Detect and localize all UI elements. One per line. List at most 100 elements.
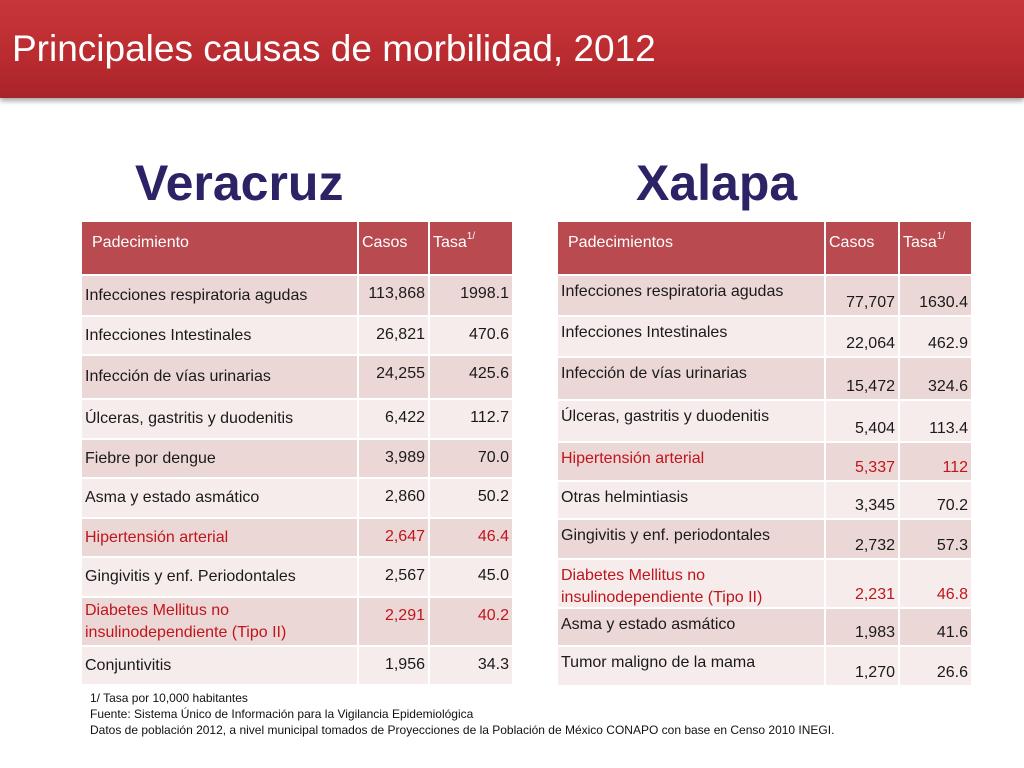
- disease-cell: Hipertensión arterial: [558, 443, 826, 482]
- table-row: Infecciones respiratoria agudas 77,707 163…: [558, 276, 971, 317]
- cases-cell: 113,868: [359, 276, 430, 317]
- population-footnote: Datos de población 2012, a nivel municip…: [90, 723, 835, 737]
- table-row: Gingivitis y enf. Periodontales 2,567 45.0: [82, 558, 512, 598]
- tasa-footnote-mark: 1/: [936, 231, 946, 242]
- cases-cell: 1,956: [359, 647, 430, 686]
- rate-cell: 1998.1: [430, 276, 512, 317]
- cases-cell: 1,983: [826, 609, 900, 647]
- table-row: Gingivitis y enf. periodontales 2,732 57.3: [558, 520, 971, 560]
- slide-title: Principales causas de morbilidad, 2012: [12, 28, 656, 69]
- header-cell-casos: Casos: [826, 222, 900, 276]
- table-row: Infección de vías urinarias 15,472 324.6: [558, 358, 971, 401]
- cases-cell: 24,255: [359, 356, 430, 400]
- disease-cell: Diabetes Mellitus no insulinodependiente…: [82, 598, 359, 647]
- xalapa-title: Xalapa: [636, 155, 798, 211]
- header-cell-tasa: Tasa 1/: [900, 222, 971, 276]
- disease-cell: Otras helmintiasis: [558, 482, 826, 520]
- table-row: Diabetes Mellitus no insulinodependiente…: [558, 560, 971, 609]
- veracruz-table: Padecimiento Casos Tasa 1/Infecciones respi…: [82, 222, 512, 686]
- table-row: Infección de vías urinarias 24,255 425.6: [82, 356, 512, 400]
- disease-cell: Gingivitis y enf. Periodontales: [82, 558, 359, 598]
- table-row: Conjuntivitis 1,956 34.3: [82, 647, 512, 686]
- header-cell-padecimiento: Padecimiento: [82, 222, 359, 276]
- rate-cell: 112.7: [430, 400, 512, 440]
- table-row: Úlceras, gastritis y duodenitis 6,422 112.…: [82, 400, 512, 440]
- table-row: Otras helmintiasis 3,345 70.2: [558, 482, 971, 520]
- cases-cell: 26,821: [359, 317, 430, 356]
- rate-cell: 1630.4: [900, 276, 971, 317]
- disease-cell: Tumor maligno de la mama: [558, 647, 826, 687]
- cases-cell: 3,345: [826, 482, 900, 520]
- rate-cell: 425.6: [430, 356, 512, 400]
- xalapa-table: Padecimientos Casos Tasa 1/Infecciones resp…: [558, 222, 971, 687]
- disease-cell: Conjuntivitis: [82, 647, 359, 686]
- rate-cell: 46.4: [430, 519, 512, 558]
- rate-cell: 70.2: [900, 482, 971, 520]
- rate-cell: 57.3: [900, 520, 971, 560]
- source-footnote: Fuente: Sistema Único de Información par…: [90, 707, 474, 721]
- table-row: Fiebre por dengue 3,989 70.0: [82, 440, 512, 479]
- cases-cell: 2,647: [359, 519, 430, 558]
- disease-cell: Infección de vías urinarias: [82, 356, 359, 400]
- cases-cell: 15,472: [826, 358, 900, 401]
- disease-cell: Úlceras, gastritis y duodenitis: [82, 400, 359, 440]
- table-row: Tumor maligno de la mama 1,270 26.6: [558, 647, 971, 687]
- disease-cell: Asma y estado asmático: [558, 609, 826, 647]
- disease-cell: Infecciones Intestinales: [558, 317, 826, 358]
- table-row: Hipertensión arterial 5,337 112: [558, 443, 971, 482]
- table-row: Asma y estado asmático 2,860 50.2: [82, 479, 512, 519]
- veracruz-title: Veracruz: [135, 155, 344, 211]
- rate-cell: 46.8: [900, 560, 971, 609]
- rate-cell: 41.6: [900, 609, 971, 647]
- rate-cell: 34.3: [430, 647, 512, 686]
- cases-cell: 5,337: [826, 443, 900, 482]
- cases-cell: 22,064: [826, 317, 900, 358]
- rate-cell: 45.0: [430, 558, 512, 598]
- rate-cell: 462.9: [900, 317, 971, 358]
- header-cell-tasa: Tasa 1/: [430, 222, 512, 276]
- disease-cell: Asma y estado asmático: [82, 479, 359, 519]
- cases-cell: 2,291: [359, 598, 430, 647]
- cases-cell: 3,989: [359, 440, 430, 479]
- cases-cell: 2,732: [826, 520, 900, 560]
- table-row: Infecciones respiratoria agudas 113,868 19…: [82, 276, 512, 317]
- table-row: Diabetes Mellitus no insulinodependiente…: [82, 598, 512, 647]
- rate-cell: 113.4: [900, 401, 971, 443]
- disease-cell: Gingivitis y enf. periodontales: [558, 520, 826, 560]
- tasa-footnote-mark: 1/: [466, 231, 476, 242]
- table-body: Infecciones respiratoria agudas 77,707 163…: [558, 276, 971, 687]
- cases-cell: 77,707: [826, 276, 900, 317]
- table-body: Infecciones respiratoria agudas 113,868 19…: [82, 276, 512, 686]
- table-row: Úlceras, gastritis y duodenitis 5,404 113.…: [558, 401, 971, 443]
- rate-cell: 470.6: [430, 317, 512, 356]
- disease-cell: Infecciones respiratoria agudas: [558, 276, 826, 317]
- disease-cell: Fiebre por dengue: [82, 440, 359, 479]
- cases-cell: 2,231: [826, 560, 900, 609]
- title-bar: Principales causas de morbilidad, 2012: [0, 0, 1024, 98]
- table-row: Hipertensión arterial 2,647 46.4: [82, 519, 512, 558]
- table-row: Asma y estado asmático 1,983 41.6: [558, 609, 971, 647]
- rate-cell: 40.2: [430, 598, 512, 647]
- header-cell-casos: Casos: [359, 222, 430, 276]
- table-row: Infecciones Intestinales 26,821 470.6: [82, 317, 512, 356]
- cases-cell: 2,860: [359, 479, 430, 519]
- footnotes: 1/ Tasa por 10,000 habitantes Fuente: Si…: [90, 690, 834, 738]
- cases-cell: 2,567: [359, 558, 430, 598]
- disease-cell: Infecciones respiratoria agudas: [82, 276, 359, 317]
- table-header-row: Padecimiento Casos Tasa 1/: [82, 222, 512, 276]
- tasa-label: Tasa: [903, 234, 937, 251]
- rate-cell: 324.6: [900, 358, 971, 401]
- rate-cell: 112: [900, 443, 971, 482]
- table-row: Infecciones Intestinales 22,064 462.9: [558, 317, 971, 358]
- rate-cell: 70.0: [430, 440, 512, 479]
- rate-footnote: 1/ Tasa por 10,000 habitantes: [90, 691, 248, 705]
- cases-cell: 6,422: [359, 400, 430, 440]
- disease-cell: Infecciones Intestinales: [82, 317, 359, 356]
- disease-cell: Úlceras, gastritis y duodenitis: [558, 401, 826, 443]
- cases-cell: 1,270: [826, 647, 900, 687]
- disease-cell: Diabetes Mellitus no insulinodependiente…: [558, 560, 826, 609]
- header-cell-padecimiento: Padecimientos: [558, 222, 826, 276]
- disease-cell: Hipertensión arterial: [82, 519, 359, 558]
- rate-cell: 50.2: [430, 479, 512, 519]
- table-header-row: Padecimientos Casos Tasa 1/: [558, 222, 971, 276]
